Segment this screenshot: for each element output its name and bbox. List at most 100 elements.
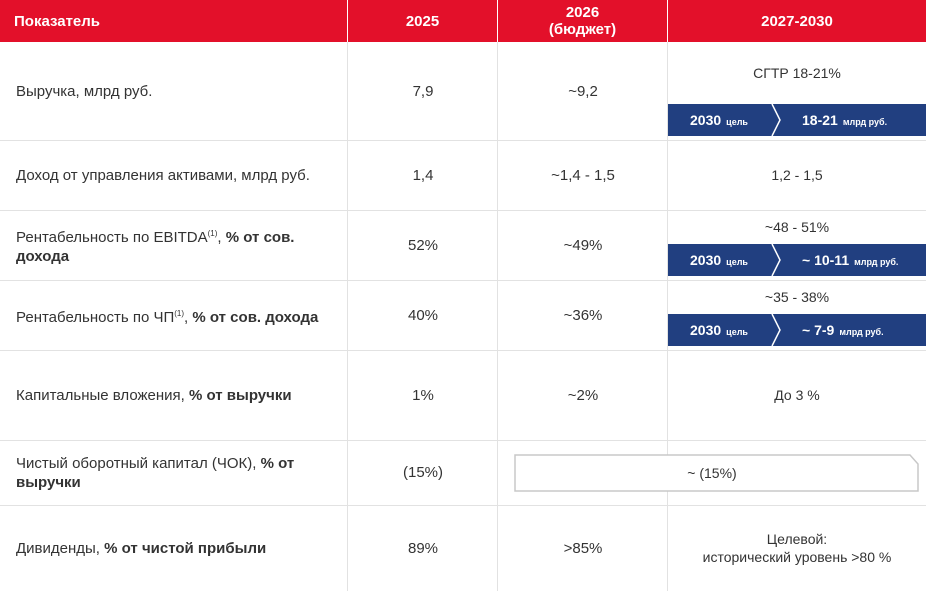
badge-year-value: 2030 bbox=[690, 112, 721, 128]
row-label: Доход от управления активами, млрд руб. bbox=[16, 140, 326, 210]
outlook: ~48 - 51% bbox=[668, 210, 926, 244]
badge-amount: ~ 7-9 bbox=[802, 322, 835, 338]
badge-chevron bbox=[771, 244, 781, 276]
label-part: Рентабельность по ЧП bbox=[16, 308, 175, 326]
column-divider bbox=[347, 42, 348, 591]
outlook: СГТР 18-21% bbox=[668, 42, 926, 104]
header-cell: 2026 (бюджет) bbox=[498, 0, 667, 42]
row-label: Выручка, млрд руб. bbox=[16, 42, 326, 140]
value-2026: ~49% bbox=[563, 236, 603, 254]
row-divider bbox=[0, 505, 926, 506]
row-divider bbox=[0, 210, 926, 211]
label-part: % от сов. дохода bbox=[192, 308, 319, 326]
value-2025: 1% bbox=[412, 386, 434, 404]
label-part: Дивиденды, bbox=[16, 539, 105, 557]
badge-tag: цель bbox=[726, 327, 748, 337]
badge-value: 18-21 млрд руб. bbox=[802, 112, 887, 128]
badge-tag: цель bbox=[726, 257, 748, 267]
outlook: До 3 % bbox=[668, 350, 926, 440]
label-part: Выручка, млрд руб. bbox=[16, 82, 153, 100]
value-2025: 1,4 bbox=[412, 166, 434, 184]
outlook-line: ~35 - 38% bbox=[764, 289, 830, 305]
row-label: Капитальные вложения, % от выручки bbox=[16, 350, 326, 440]
label-part: (1) bbox=[174, 308, 185, 318]
label-part: Капитальные вложения, bbox=[16, 386, 189, 404]
value-2025: 52% bbox=[407, 236, 439, 254]
row-divider bbox=[0, 280, 926, 281]
badge-amount: 18-21 bbox=[802, 112, 838, 128]
outlook: Целевой: исторический уровень >80 % bbox=[668, 505, 926, 591]
target-badge: 2030 цель ~ 7-9 млрд руб. bbox=[668, 314, 926, 346]
label-part: % от сов. дохода bbox=[16, 229, 295, 265]
outlook-line: исторический уровень >80 % bbox=[702, 549, 892, 565]
header-text: Показатель bbox=[14, 12, 101, 30]
row-divider bbox=[0, 140, 926, 141]
badge-unit: млрд руб. bbox=[843, 117, 887, 127]
value-2026: ~1,4 - 1,5 bbox=[551, 166, 615, 184]
outlook-line: Целевой: bbox=[766, 531, 828, 547]
row-divider bbox=[0, 350, 926, 351]
label-part: (1) bbox=[207, 229, 218, 238]
span-outline bbox=[514, 453, 919, 492]
column-divider bbox=[497, 42, 498, 591]
header-text: 2025 bbox=[405, 12, 440, 30]
badge-year-value: 2030 bbox=[690, 322, 721, 338]
badge-bg bbox=[668, 104, 926, 136]
label-part: % от выручки bbox=[188, 386, 292, 404]
row-label-text: Доход от управления активами, млрд руб. bbox=[16, 166, 310, 185]
outlook-line: До 3 % bbox=[774, 387, 820, 403]
badge-bg bbox=[668, 244, 926, 276]
badge-year: 2030 цель bbox=[690, 112, 748, 128]
row-label: Дивиденды, % от чистой прибыли bbox=[16, 505, 326, 591]
header-text: (бюджет) bbox=[548, 21, 617, 38]
label-part: , bbox=[184, 308, 193, 326]
target-badge: 2030 цель 18-21 млрд руб. bbox=[668, 104, 926, 136]
label-part: Доход от управления активами, млрд руб. bbox=[16, 166, 310, 184]
label-part: Чистый оборотный капитал (ЧОК), bbox=[16, 454, 261, 472]
outlook-line: ~48 - 51% bbox=[764, 219, 830, 235]
badge-bg bbox=[668, 314, 926, 346]
badge-amount: ~ 10-11 bbox=[802, 252, 849, 268]
row-divider bbox=[0, 440, 926, 441]
badge-year: 2030 цель bbox=[690, 252, 748, 268]
row-label-text: Чистый оборотный капитал (ЧОК), % от выр… bbox=[16, 454, 326, 492]
header-text: 2026 bbox=[565, 4, 600, 21]
outlook: 1,2 - 1,5 bbox=[668, 140, 926, 210]
value-2026: ~9,2 bbox=[568, 82, 598, 100]
value-2025: 7,9 bbox=[412, 82, 434, 100]
row-label-text: Рентабельность по EBITDA(1), % от сов. д… bbox=[16, 224, 326, 266]
value-2025: 89% bbox=[407, 539, 439, 557]
value-2025: 40% bbox=[407, 306, 439, 324]
outlook: ~35 - 38% bbox=[668, 280, 926, 314]
label-part: Рентабельность по EBITDA bbox=[16, 229, 208, 246]
badge-unit: млрд руб. bbox=[854, 257, 898, 267]
header-cell: 2025 bbox=[348, 0, 497, 42]
value-2026: ~2% bbox=[567, 386, 599, 404]
row-label-text: Выручка, млрд руб. bbox=[16, 82, 152, 101]
row-label: Чистый оборотный капитал (ЧОК), % от выр… bbox=[16, 440, 326, 505]
badge-chevron bbox=[771, 104, 781, 136]
outlook-line: 1,2 - 1,5 bbox=[771, 167, 823, 183]
label-part: % от чистой прибыли bbox=[104, 539, 267, 557]
label-part: % от выручки bbox=[16, 454, 295, 491]
value-2026: ~36% bbox=[563, 306, 603, 324]
value-2026: >85% bbox=[563, 539, 603, 557]
value-2025: (15%) bbox=[402, 464, 443, 481]
badge-chevron bbox=[771, 314, 781, 346]
target-badge: 2030 цель ~ 10-11 млрд руб. bbox=[668, 244, 926, 276]
badge-value: ~ 7-9 млрд руб. bbox=[802, 322, 884, 338]
label-part: , bbox=[217, 229, 226, 246]
badge-tag: цель bbox=[726, 117, 748, 127]
row-label: Рентабельность по ЧП(1), % от сов. доход… bbox=[16, 280, 326, 350]
header-text: 2027-2030 bbox=[761, 12, 833, 30]
badge-year: 2030 цель bbox=[690, 322, 748, 338]
row-label-text: Рентабельность по ЧП(1), % от сов. доход… bbox=[16, 304, 318, 327]
column-divider bbox=[667, 42, 668, 591]
span-text: ~ (15%) bbox=[687, 465, 736, 481]
header-cell: 2027-2030 bbox=[668, 0, 926, 42]
row-label-text: Капитальные вложения, % от выручки bbox=[16, 386, 292, 405]
row-label-text: Дивиденды, % от чистой прибыли bbox=[16, 539, 266, 558]
header-cell: Показатель bbox=[0, 0, 347, 42]
outlook-line: СГТР 18-21% bbox=[753, 65, 841, 81]
row-label: Рентабельность по EBITDA(1), % от сов. д… bbox=[16, 210, 326, 280]
